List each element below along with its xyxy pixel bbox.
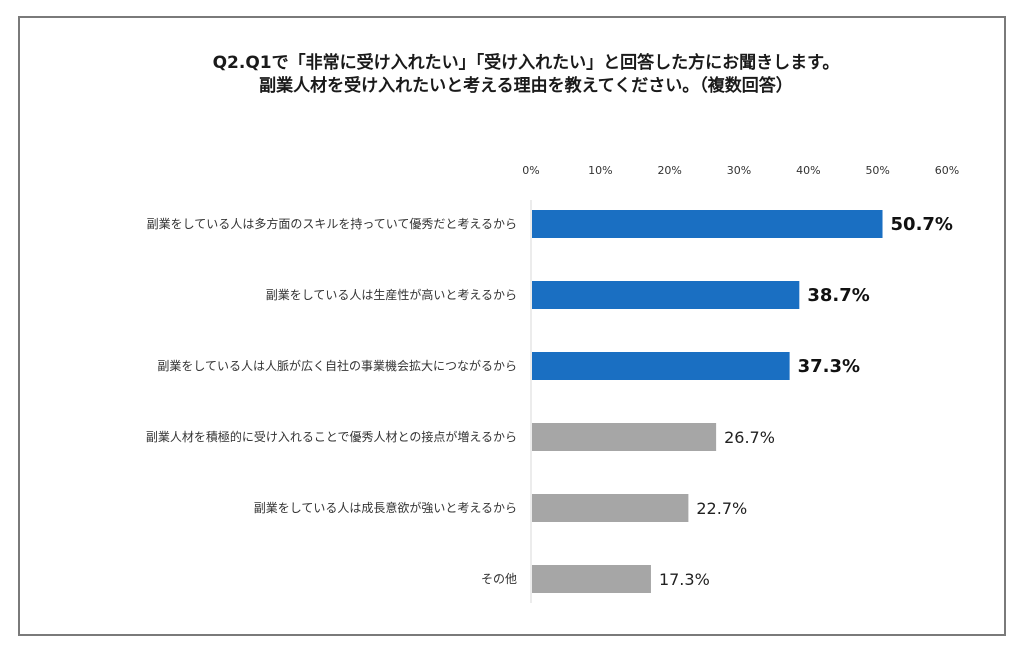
- value-label: 17.3%: [659, 570, 710, 589]
- bar: [532, 565, 651, 593]
- category-label: その他: [481, 572, 517, 586]
- bar-row: 副業をしている人は生産性が高いと考えるから 38.7%: [266, 281, 870, 309]
- bar-row: 副業をしている人は多方面のスキルを持っていて優秀だと考えるから 50.7%: [147, 210, 953, 238]
- bar-row: 副業をしている人は成長意欲が強いと考えるから 22.7%: [254, 494, 747, 522]
- bar: [532, 281, 800, 309]
- chart-frame: [18, 16, 1006, 636]
- bar: [532, 494, 689, 522]
- chart-subtitle: 副業人材を受け入れたいと考える理由を教えてください。（複数回答）: [259, 76, 793, 96]
- bar-row: その他 17.3%: [481, 565, 710, 593]
- bars: 副業をしている人は多方面のスキルを持っていて優秀だと考えるから 50.7%副業をし…: [146, 210, 953, 593]
- category-label: 副業をしている人は多方面のスキルを持っていて優秀だと考えるから: [147, 216, 517, 231]
- value-label: 37.3%: [798, 356, 860, 377]
- bar: [532, 210, 883, 238]
- value-label: 50.7%: [891, 214, 953, 235]
- x-tick-label: 20%: [657, 164, 681, 177]
- bar: [532, 423, 717, 451]
- bar-row: 副業をしている人は人脈が広く自社の事業機会拡大につながるから 37.3%: [157, 352, 860, 380]
- x-tick-label: 60%: [935, 164, 959, 177]
- x-tick-label: 40%: [796, 164, 820, 177]
- x-tick-label: 30%: [727, 164, 751, 177]
- value-label: 22.7%: [696, 499, 747, 518]
- chart-title: Q2.Q1で「非常に受け入れたい」「受け入れたい」と回答した方にお聞きします。: [212, 53, 840, 73]
- category-label: 副業をしている人は成長意欲が強いと考えるから: [254, 500, 517, 515]
- x-axis-ticks: 0% 10% 20% 30% 40% 50% 60%: [522, 164, 959, 177]
- bar-row: 副業人材を積極的に受け入れることで優秀人材との接点が増えるから 26.7%: [146, 423, 775, 451]
- x-tick-label: 0%: [522, 164, 539, 177]
- value-label: 26.7%: [724, 428, 775, 447]
- value-label: 38.7%: [807, 285, 869, 306]
- chart-title-block: Q2.Q1で「非常に受け入れたい」「受け入れたい」と回答した方にお聞きします。 …: [0, 52, 1024, 98]
- bar: [532, 352, 790, 380]
- category-label: 副業人材を積極的に受け入れることで優秀人材との接点が増えるから: [146, 429, 517, 444]
- category-label: 副業をしている人は人脈が広く自社の事業機会拡大につながるから: [157, 358, 517, 373]
- x-tick-label: 50%: [865, 164, 889, 177]
- x-tick-label: 10%: [588, 164, 612, 177]
- category-label: 副業をしている人は生産性が高いと考えるから: [266, 287, 517, 302]
